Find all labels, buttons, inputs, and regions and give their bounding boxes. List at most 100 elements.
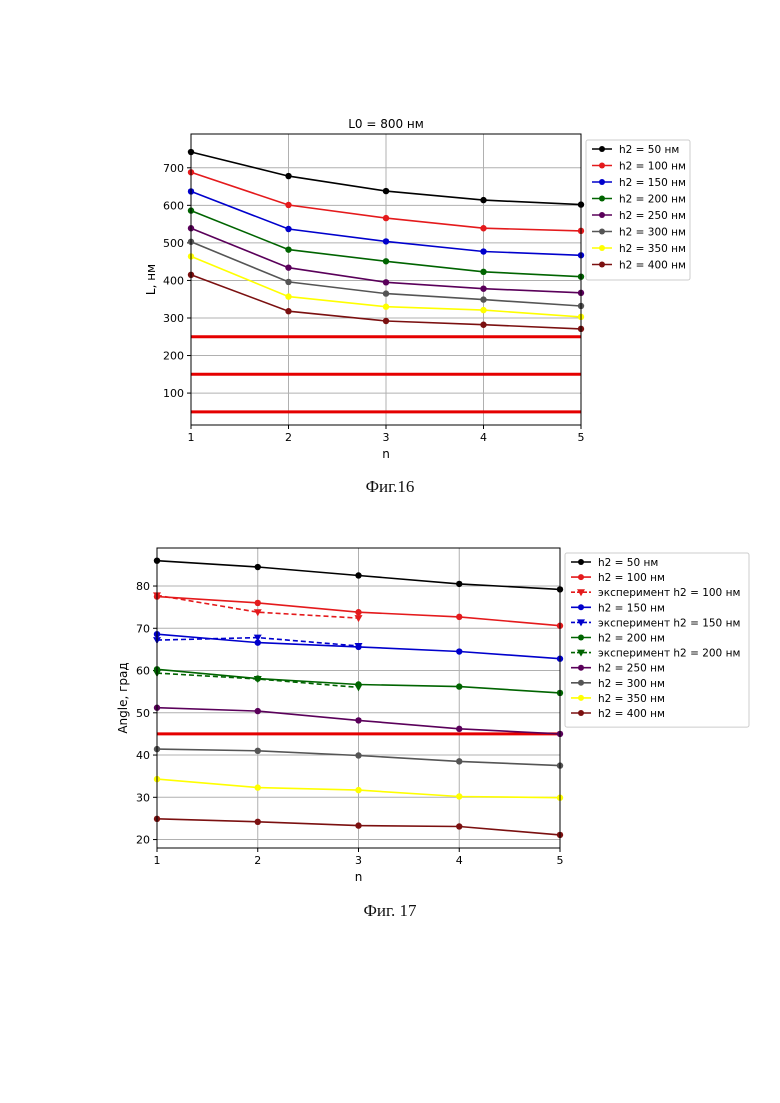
data-point [255,564,261,570]
legend-marker [577,650,585,657]
data-point [154,666,160,672]
y-tick-label: 700 [163,162,184,175]
data-point [154,816,160,822]
data-point [153,670,161,677]
data-point [480,197,486,203]
legend-marker [578,604,584,610]
data-point [355,681,361,687]
y-axis-label: Angle, град [116,662,130,733]
y-tick-label: 200 [163,350,184,363]
data-point [480,285,486,291]
data-point [355,684,363,691]
legend-marker [578,680,584,686]
data-point [383,279,389,285]
series-line-h2-100-нм [157,597,560,626]
data-point [154,746,160,752]
x-tick-label: 3 [383,431,390,444]
legend-marker [599,163,605,169]
data-point [355,644,361,650]
data-point [456,758,462,764]
y-tick-label: 300 [163,312,184,325]
legend-marker [599,262,605,268]
x-axis-label: n [382,447,390,461]
legend-label: h2 = 100 нм [598,572,665,584]
data-point [480,225,486,231]
data-point [557,762,563,768]
legend-box [565,553,749,727]
series-line-эксперимент-h2-200-нм [157,673,359,687]
data-point [355,609,361,615]
y-tick-label: 400 [163,274,184,287]
legend-label: h2 = 400 нм [598,708,665,720]
data-point [153,637,161,644]
y-tick-label: 80 [136,580,150,593]
legend-label: h2 = 350 нм [619,243,686,255]
data-point [285,308,291,314]
figure-caption-17: Фиг. 17 [0,901,780,921]
legend-label: h2 = 400 нм [619,260,686,272]
data-point [285,226,291,232]
chart-fig16: 12345100200300400500600700L0 = 800 нмnL,… [0,0,780,470]
data-point [480,269,486,275]
x-tick-label: 2 [285,431,292,444]
data-point [480,322,486,328]
y-tick-label: 100 [163,387,184,400]
legend-label: эксперимент h2 = 100 нм [598,587,740,599]
x-tick-label: 4 [456,854,463,867]
y-axis-label: L, нм [144,264,158,295]
data-point [383,215,389,221]
plot-frame [157,548,560,848]
data-point [456,726,462,732]
data-point [456,614,462,620]
data-point [254,609,262,616]
legend-label: h2 = 300 нм [619,227,686,239]
data-point [153,592,161,599]
x-tick-label: 3 [355,854,362,867]
data-point [456,793,462,799]
data-point [285,173,291,179]
data-point [355,572,361,578]
x-axis-label: n [355,870,363,884]
y-tick-label: 60 [136,665,150,678]
x-tick-label: 2 [254,854,261,867]
data-point [456,648,462,654]
series-line-h2-200-нм [157,669,560,693]
series-line-эксперимент-h2-150-нм [157,638,359,646]
data-point [480,307,486,313]
legend-marker [599,245,605,251]
data-point [285,293,291,299]
series-line-h2-400-нм [157,819,560,835]
data-point [557,731,563,737]
data-point [557,623,563,629]
data-point [255,748,261,754]
series-line-h2-300-нм [157,749,560,766]
data-point [355,717,361,723]
data-point [255,639,261,645]
x-tick-label: 1 [154,854,161,867]
data-point [383,318,389,324]
legend-marker [578,665,584,671]
y-tick-label: 40 [136,749,150,762]
y-tick-label: 70 [136,622,150,635]
legend-marker [599,212,605,218]
data-point [285,202,291,208]
figure-caption-16: Фиг.16 [0,477,780,497]
data-point [557,690,563,696]
data-point [456,823,462,829]
data-point [154,593,160,599]
legend-label: h2 = 250 нм [598,663,665,675]
data-point [355,752,361,758]
data-point [285,246,291,252]
legend-label: h2 = 150 нм [619,177,686,189]
data-point [254,676,262,683]
data-point [285,264,291,270]
legend-marker [599,146,605,152]
x-tick-label: 5 [578,431,585,444]
data-point [557,832,563,838]
legend-label: эксперимент h2 = 200 нм [598,648,740,660]
data-point [480,296,486,302]
legend-marker [599,179,605,185]
data-point [456,581,462,587]
legend-label: h2 = 200 нм [619,194,686,206]
data-point [480,248,486,254]
